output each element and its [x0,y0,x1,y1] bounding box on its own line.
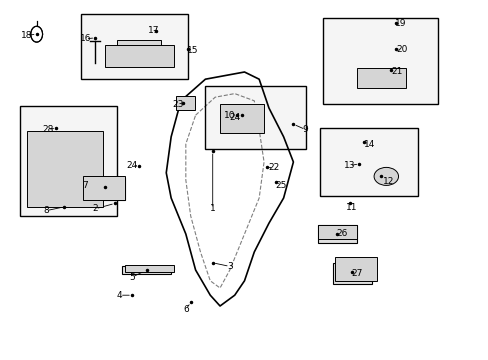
Bar [317,225,356,243]
Bar [81,14,188,79]
Text: 3: 3 [226,262,232,271]
Bar [334,257,376,281]
Text: 23: 23 [172,100,184,109]
Text: 16: 16 [80,35,91,44]
Text: 18: 18 [21,31,33,40]
Text: 20: 20 [395,45,407,54]
Text: 24: 24 [228,112,240,122]
Text: 7: 7 [82,181,88,190]
Bar [85,178,124,200]
Bar [27,131,102,207]
Bar [117,40,161,56]
Text: 26: 26 [336,229,347,238]
Text: 15: 15 [187,46,199,55]
Text: 14: 14 [363,140,374,149]
Text: 4: 4 [117,291,122,300]
Bar [317,225,356,239]
Bar [205,86,305,149]
Text: 8: 8 [43,206,49,215]
Bar [332,263,371,284]
Bar [356,68,405,88]
Text: 9: 9 [302,125,308,134]
Text: 22: 22 [267,163,279,172]
Text: 13: 13 [343,161,355,170]
Bar [322,18,437,104]
Text: 11: 11 [346,202,357,211]
Text: 2: 2 [92,204,98,213]
Bar [124,265,173,272]
Text: 25: 25 [275,181,286,190]
Text: 24: 24 [126,161,138,170]
Text: 10: 10 [224,111,235,120]
Bar [320,128,417,196]
Text: 12: 12 [382,177,394,186]
Bar [122,266,171,274]
Text: 27: 27 [350,269,362,278]
Text: 5: 5 [129,273,135,282]
Bar [83,176,124,200]
Text: 21: 21 [390,67,402,76]
Text: 17: 17 [148,26,160,35]
Text: 1: 1 [209,204,215,213]
Bar [20,106,117,216]
Bar [176,96,194,110]
Text: 28: 28 [42,125,54,134]
Text: 19: 19 [394,19,406,28]
Bar [220,104,264,133]
Text: 6: 6 [183,305,188,314]
Circle shape [373,167,398,185]
Bar [105,45,173,67]
